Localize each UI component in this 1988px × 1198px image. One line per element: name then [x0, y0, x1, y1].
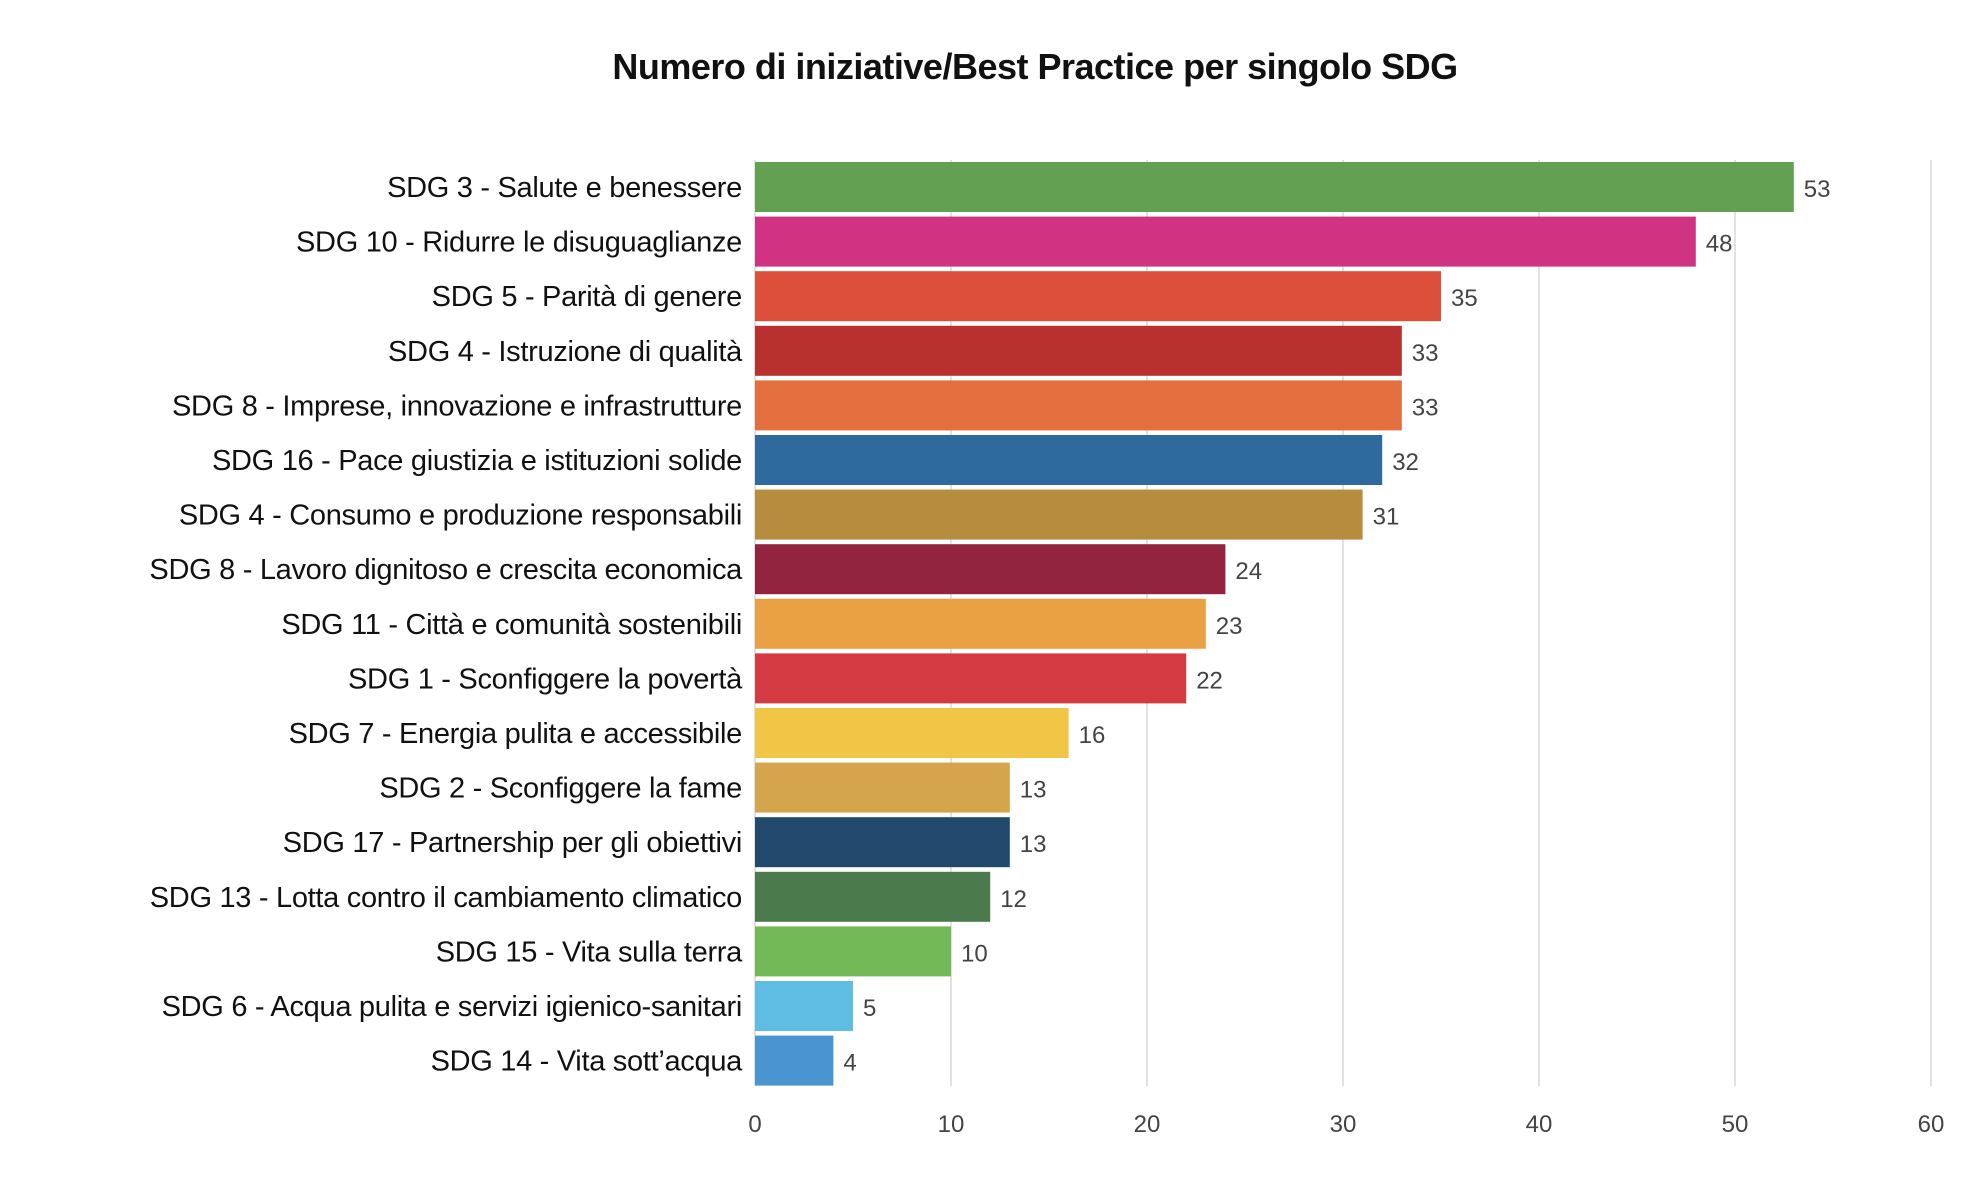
category-label: SDG 10 - Ridurre le disuguaglianze [296, 227, 742, 259]
data-label: 12 [1000, 886, 1027, 913]
category-label: SDG 15 - Vita sulla terra [436, 936, 743, 968]
category-label: SDG 7 - Energia pulita e accessibile [289, 718, 742, 750]
category-label: SDG 2 - Sconfiggere la fame [379, 773, 742, 805]
bar [755, 762, 1010, 813]
data-label: 10 [961, 940, 988, 967]
data-label: 35 [1451, 285, 1478, 312]
category-label: SDG 4 - Consumo e produzione responsabil… [179, 500, 742, 532]
x-tick-label: 60 [1918, 1111, 1945, 1138]
data-label: 5 [863, 995, 876, 1022]
data-label: 31 [1373, 504, 1400, 531]
bar [755, 1035, 834, 1086]
data-label: 33 [1412, 340, 1439, 367]
x-tick-label: 10 [938, 1111, 965, 1138]
category-label: SDG 1 - Sconfiggere la povertà [348, 663, 743, 695]
bar [755, 380, 1402, 431]
category-label: SDG 5 - Parità di genere [432, 281, 742, 313]
category-label: SDG 13 - Lotta contro il cambiamento cli… [150, 882, 742, 914]
data-label: 32 [1392, 449, 1419, 476]
data-label: 13 [1020, 777, 1047, 804]
category-label: SDG 8 - Imprese, innovazione e infrastru… [172, 390, 742, 422]
bar [755, 271, 1441, 322]
x-tick-label: 0 [748, 1111, 761, 1138]
category-label: SDG 14 - Vita sott’acqua [431, 1046, 744, 1078]
x-tick-label: 20 [1134, 1111, 1161, 1138]
chart-title: Numero di iniziative/Best Practice per s… [612, 46, 1458, 87]
category-label: SDG 16 - Pace giustizia e istituzioni so… [212, 445, 742, 477]
bar [755, 325, 1402, 376]
bar [755, 871, 991, 922]
bar [755, 162, 1794, 212]
data-label: 53 [1804, 176, 1831, 203]
data-label: 13 [1020, 831, 1047, 858]
data-label: 22 [1196, 667, 1223, 694]
category-label: SDG 6 - Acqua pulita e servizi igienico-… [162, 991, 742, 1023]
data-label: 24 [1235, 558, 1262, 585]
bar [755, 708, 1069, 758]
category-label: SDG 8 - Lavoro dignitoso e crescita econ… [149, 554, 743, 586]
x-tick-label: 40 [1526, 1111, 1553, 1138]
category-label: SDG 3 - Salute e benessere [387, 172, 742, 204]
bar [755, 216, 1696, 267]
bar [755, 544, 1226, 595]
category-label: SDG 4 - Istruzione di qualità [388, 336, 743, 368]
data-label: 16 [1079, 722, 1106, 749]
bar [755, 598, 1206, 649]
bar [755, 926, 951, 977]
bar [755, 981, 853, 1031]
bar [755, 489, 1363, 540]
data-label: 33 [1412, 394, 1439, 421]
data-label: 23 [1216, 613, 1243, 640]
x-tick-label: 30 [1330, 1111, 1357, 1138]
data-label: 48 [1706, 231, 1733, 258]
category-label: SDG 11 - Città e comunità sostenibili [281, 609, 742, 641]
bar [755, 817, 1010, 868]
x-tick-label: 50 [1722, 1111, 1749, 1138]
bar [755, 435, 1383, 485]
bar [755, 653, 1187, 704]
category-label: SDG 17 - Partnership per gli obiettivi [283, 827, 742, 859]
data-label: 4 [843, 1050, 856, 1077]
